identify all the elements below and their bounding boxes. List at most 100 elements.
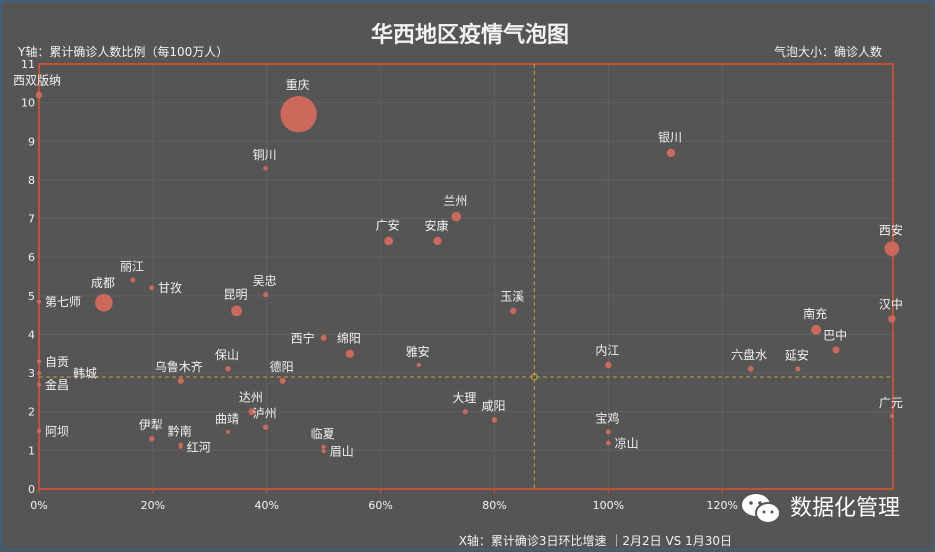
bubble	[605, 429, 611, 435]
bubble-label: 红河	[187, 439, 211, 454]
bubble-label: 保山	[215, 348, 239, 362]
y-tick-label: 2	[28, 406, 35, 419]
y-tick-label: 10	[21, 97, 35, 110]
bubble-size-label: 气泡大小：确诊人数	[774, 44, 882, 59]
bubble-label: 南充	[803, 306, 827, 321]
x-tick-label: 80%	[482, 499, 506, 512]
bubble-label: 凉山	[615, 436, 639, 451]
bubble	[149, 285, 155, 291]
bubble-label: 自贡	[45, 355, 69, 369]
bubble	[747, 365, 754, 372]
bubble	[795, 366, 801, 372]
bubble-label: 延安	[785, 347, 809, 362]
bubble	[35, 91, 43, 99]
bubble	[320, 334, 327, 341]
bubble-label: 第七师	[45, 295, 81, 309]
bubble	[345, 349, 354, 358]
bubble	[279, 377, 286, 384]
bubble	[177, 377, 184, 384]
bubble-label: 曲靖	[215, 412, 239, 426]
y-tick-label: 7	[28, 213, 35, 226]
bubble	[811, 324, 822, 335]
bubble	[37, 429, 41, 434]
bubble-label: 绵阳	[337, 332, 361, 346]
bubble-label: 达州	[239, 390, 263, 404]
bubble-label: 伊犁	[139, 418, 163, 432]
bubbles	[35, 91, 900, 454]
bubble	[149, 436, 155, 442]
y-axis-label: Y轴：累计确诊人数比例（每100万人）	[17, 44, 228, 59]
bubble-label: 乌鲁木齐	[155, 359, 203, 374]
bubble	[451, 211, 462, 222]
bubble-label: 雅安	[406, 344, 430, 359]
bubble	[95, 293, 113, 312]
bubble-label: 西安	[879, 222, 903, 237]
bubble-label: 成都	[91, 276, 115, 290]
bubble	[832, 346, 840, 354]
x-tick-label: 60%	[368, 499, 392, 512]
bubble	[225, 366, 231, 372]
bubble	[248, 408, 256, 416]
bubble	[37, 371, 41, 376]
x-tick-label: 20%	[141, 499, 165, 512]
bubble-label: 广元	[879, 396, 903, 410]
bubble	[178, 444, 183, 449]
bubble-label: 韩城	[73, 366, 97, 381]
y-tick-label: 5	[28, 290, 35, 303]
bubble-label: 昆明	[224, 288, 248, 302]
y-tick-label: 4	[28, 328, 35, 341]
watermark-text: 数据化管理	[790, 496, 901, 521]
chart-title: 华西地区疫情气泡图	[371, 22, 569, 48]
bubble	[37, 299, 41, 304]
bubble	[321, 444, 326, 450]
bubble-label: 宝鸡	[595, 410, 619, 425]
bubble-label: 吴忠	[253, 274, 277, 288]
bubble	[231, 305, 242, 317]
bubble-label: 金昌	[45, 377, 69, 392]
x-axis-label: X轴：累计确诊3日环比增速 ｜2月2日 VS 1月30日	[459, 533, 732, 548]
y-tick-label: 6	[28, 251, 35, 264]
y-tick-label: 11	[21, 58, 35, 71]
bubble-label: 德阳	[270, 359, 294, 374]
bubble	[416, 362, 421, 368]
bubble	[37, 359, 41, 364]
plot-border	[38, 63, 894, 490]
bubble	[888, 315, 896, 323]
bubble	[226, 429, 231, 434]
bubble	[889, 413, 894, 418]
bubble	[884, 241, 900, 257]
bubble-label: 玉溪	[500, 290, 524, 304]
axes: 0 1 2 3 4 5 6 7 8 9 10 11 0% 20% 40% 60% 80% 100% 120%	[21, 58, 894, 512]
bubble-label: 丽江	[120, 259, 144, 273]
bubble	[262, 424, 269, 430]
reference-lines	[39, 64, 893, 489]
bubble	[510, 307, 517, 315]
x-tick-label: 100%	[593, 499, 624, 512]
bubble-label: 广安	[376, 218, 400, 233]
bubble	[263, 165, 268, 171]
bubble-label: 大理	[452, 391, 476, 405]
bubble-label: 临夏	[311, 427, 335, 441]
y-tick-label: 3	[28, 367, 35, 380]
bubble-label: 铜川	[253, 147, 277, 162]
bubble	[280, 96, 317, 133]
bubble-label: 汉中	[879, 296, 903, 311]
x-tick-label: 120%	[706, 499, 737, 512]
bubble-label: 重庆	[286, 78, 310, 92]
y-tick-label: 0	[28, 483, 35, 496]
bubble	[384, 236, 393, 246]
bubble-label: 阿坝	[45, 425, 69, 439]
bubble-label: 巴中	[823, 327, 847, 342]
bubble	[606, 440, 611, 446]
bubble-label: 甘孜	[158, 281, 182, 295]
x-tick-label: 0%	[30, 499, 47, 512]
bubble-label: 兰州	[443, 194, 467, 208]
bubble	[666, 148, 676, 158]
bubble	[491, 417, 498, 423]
bubble	[462, 409, 468, 415]
y-tick-label: 8	[28, 174, 35, 187]
bubble-label: 咸阳	[481, 399, 505, 413]
bubble-label: 安康	[425, 218, 449, 233]
bubble	[433, 236, 442, 246]
